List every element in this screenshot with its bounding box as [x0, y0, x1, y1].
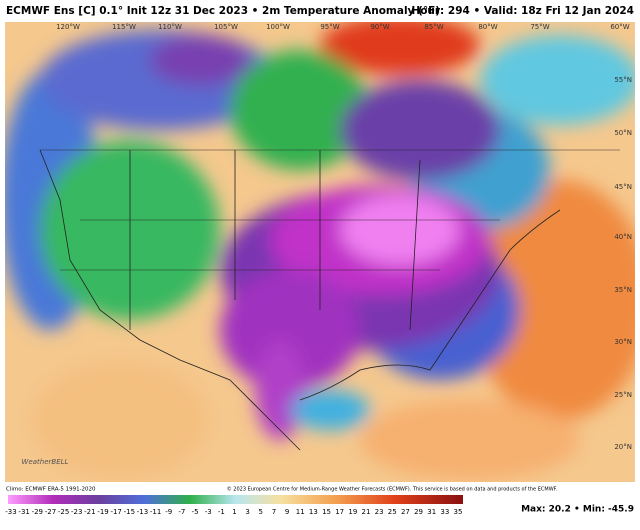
colorbar-tick-label: -33 [5, 508, 16, 516]
latitude-label: 50°N [614, 129, 632, 137]
longitude-label: 75°W [530, 23, 549, 31]
longitude-label: 90°W [370, 23, 389, 31]
colorbar-ticks: -33 -31 -29 -27 -25 -23 -21 -19 -17 -15 -13 -11 -9 -7… [5, 508, 462, 516]
colorbar-tick-label: 5 [259, 508, 263, 516]
copyright: © 2023 European Centre for Medium-Range … [227, 486, 558, 493]
colorbar-tick-label: -17 [110, 508, 121, 516]
colorbar-tick-label: 11 [296, 508, 305, 516]
latitude-label: 25°N [614, 391, 632, 399]
max-min: Max: 20.2 • Min: -45.9 [521, 505, 634, 515]
longitude-label: 95°W [320, 23, 339, 31]
colorbar-tick-label: -23 [71, 508, 82, 516]
longitude-label: 80°W [478, 23, 497, 31]
valid-time: Hour: 294 • Valid: 18z Fri 12 Jan 2024 [411, 5, 634, 17]
longitude-label: 105°W [214, 23, 238, 31]
colorbar-tick-label: -31 [18, 508, 29, 516]
longitude-label: 60°W [610, 23, 629, 31]
colorbar-tick-label: 31 [427, 508, 436, 516]
colorbar-tick-label: 29 [414, 508, 423, 516]
latitude-label: 40°N [614, 233, 632, 241]
latitude-label: 55°N [614, 76, 632, 84]
colorbar-tick-label: -13 [137, 508, 148, 516]
map: WeatherBELL [5, 22, 635, 482]
colorbar-tick-label: -7 [178, 508, 185, 516]
latitude-label: 30°N [614, 338, 632, 346]
longitude-labels: 120°W 115°W 110°W 105°W 100°W 95°W 90°W 85°W 80°… [56, 23, 630, 31]
colorbar-tick-label: -11 [150, 508, 161, 516]
logo: WeatherBELL [22, 458, 69, 466]
colorbar-tick-label: 13 [309, 508, 318, 516]
colorbar-tick-label: -19 [97, 508, 108, 516]
longitude-label: 115°W [112, 23, 136, 31]
colorbar-tick-label: 7 [272, 508, 276, 516]
longitude-label: 85°W [424, 23, 443, 31]
colorbar-tick-label: 1 [232, 508, 236, 516]
latitude-labels: 55°N 50°N 45°N 40°N 35°N 30°N 25°N 20°N [614, 76, 632, 451]
colorbar-tick-label: -15 [124, 508, 135, 516]
colorbar-tick-label: -5 [192, 508, 199, 516]
colorbar-tick-label: 17 [335, 508, 344, 516]
latitude-label: 20°N [614, 443, 632, 451]
colorbar-tick-label: 3 [245, 508, 249, 516]
latitude-label: 35°N [614, 286, 632, 294]
longitude-label: 110°W [158, 23, 182, 31]
colorbar-tick-label: -29 [32, 508, 43, 516]
colorbar-tick-label: 27 [401, 508, 410, 516]
longitude-label: 100°W [266, 23, 290, 31]
colorbar-tick-label: 23 [375, 508, 384, 516]
colorbar-tick-label: 25 [388, 508, 397, 516]
title: ECMWF Ens [C] 0.1° Init 12z 31 Dec 2023 … [6, 5, 440, 17]
colorbar-tick-label: 19 [348, 508, 357, 516]
colorbar-tick-label: -1 [218, 508, 225, 516]
climo-note: Climo: ECMWF ERA-5 1991-2020 [6, 487, 96, 493]
longitude-label: 120°W [56, 23, 80, 31]
latitude-label: 45°N [614, 183, 632, 191]
colorbar-tick-label: 21 [362, 508, 371, 516]
colorbar-tick-label: -9 [165, 508, 172, 516]
colorbar-tick-label: 35 [454, 508, 463, 516]
colorbar-tick-label: -3 [205, 508, 212, 516]
colorbar-tick-label: -25 [58, 508, 69, 516]
colorbar [8, 495, 463, 504]
colorbar-tick-label: 15 [322, 508, 331, 516]
colorbar-tick-label: 9 [285, 508, 289, 516]
colorbar-tick-label: 33 [440, 508, 449, 516]
colorbar-tick-label: -27 [45, 508, 56, 516]
colorbar-tick-label: -21 [84, 508, 95, 516]
